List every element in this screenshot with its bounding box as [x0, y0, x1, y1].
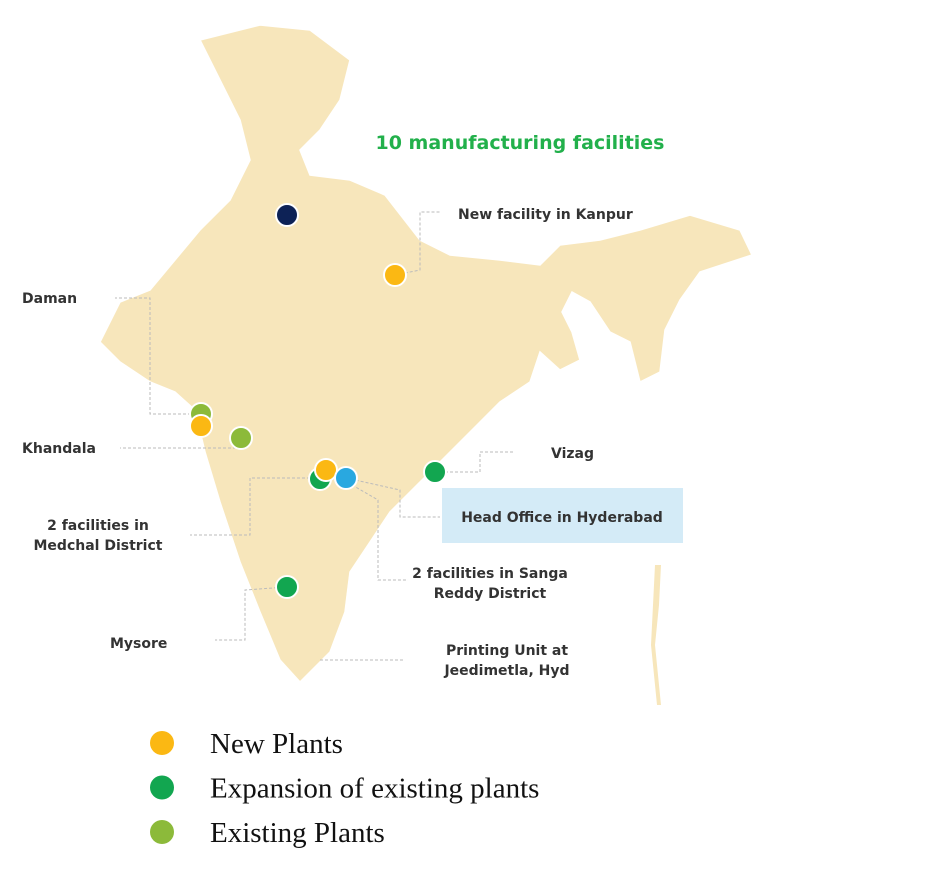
- callout: Khandala: [22, 441, 96, 457]
- callout: New facility in Kanpur: [458, 207, 633, 223]
- marker: [314, 458, 338, 482]
- marker: [189, 414, 213, 438]
- marker: [275, 575, 299, 599]
- marker: [383, 263, 407, 287]
- marker: [275, 203, 299, 227]
- callout: Daman: [22, 291, 77, 307]
- connectors: [115, 211, 515, 661]
- marker: [334, 466, 358, 490]
- legend-label: Expansion of existing plants: [210, 773, 539, 805]
- islands: [651, 565, 661, 705]
- callout: Mysore: [110, 636, 167, 652]
- legend-swatch: [150, 731, 174, 755]
- legend-label: Existing Plants: [210, 817, 385, 849]
- legend-swatch: [150, 820, 174, 844]
- callout: Printing Unit at: [446, 643, 568, 659]
- callout: Jeedimetla, Hyd: [443, 663, 569, 679]
- legend: New Plants Expansion of existing plants Ex…: [150, 728, 539, 849]
- marker: [229, 426, 253, 450]
- facility-markers: [189, 203, 447, 599]
- callout: Reddy District: [434, 586, 547, 602]
- map-title: 10 manufacturing facilities: [376, 132, 665, 154]
- callout: Medchal District: [34, 538, 163, 554]
- legend-swatch: [150, 775, 174, 800]
- callout: Head Office in Hyderabad: [461, 510, 663, 526]
- callout: 2 facilities in Sanga: [412, 566, 568, 582]
- india-map: [99, 24, 754, 684]
- legend-label: New Plants: [210, 728, 343, 760]
- marker: [423, 460, 447, 484]
- callout: Vizag: [551, 446, 594, 462]
- highlight-box: [442, 488, 683, 543]
- callout: 2 facilities in: [47, 518, 149, 534]
